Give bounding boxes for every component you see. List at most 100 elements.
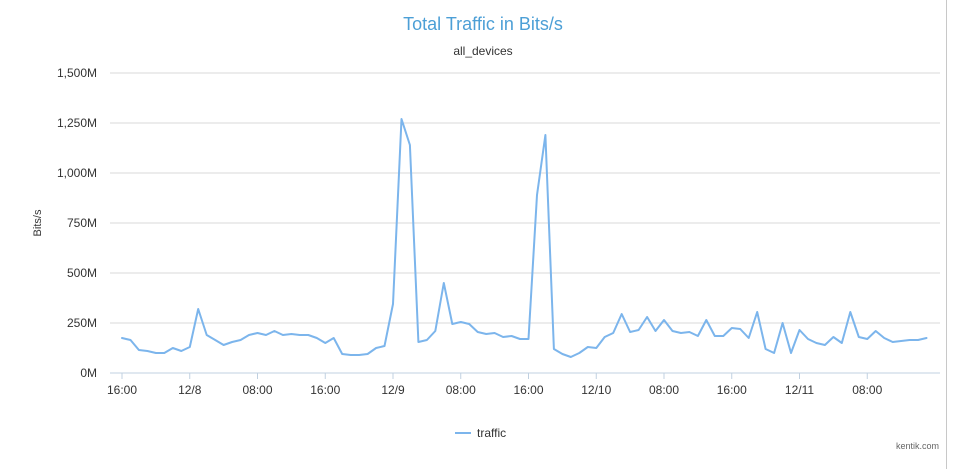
data-point[interactable] [677,329,685,337]
data-point[interactable] [668,327,676,335]
data-point[interactable] [558,350,566,358]
data-point[interactable] [550,345,558,353]
data-point[interactable] [364,350,372,358]
data-point[interactable] [330,334,338,342]
data-point[interactable] [787,349,795,357]
data-point[interactable] [923,334,931,342]
data-point[interactable] [855,333,863,341]
data-point[interactable] [254,329,262,337]
data-point[interactable] [143,347,151,355]
data-point[interactable] [355,351,363,359]
data-point[interactable] [575,349,583,357]
data-point[interactable] [702,316,710,324]
data-point[interactable] [440,279,448,287]
data-point[interactable] [126,336,134,344]
data-point[interactable] [381,342,389,350]
data-point[interactable] [465,320,473,328]
data-point[interactable] [203,331,211,339]
data-point[interactable] [889,338,897,346]
data-point[interactable] [652,327,660,335]
data-point[interactable] [660,316,668,324]
data-point[interactable] [635,326,643,334]
data-point[interactable] [736,325,744,333]
data-point[interactable] [135,346,143,354]
data-point[interactable] [313,334,321,342]
data-point[interactable] [880,334,888,342]
data-point[interactable] [796,326,804,334]
data-point[interactable] [338,350,346,358]
data-point[interactable] [711,332,719,340]
data-point[interactable] [220,341,228,349]
data-point[interactable] [601,333,609,341]
data-point[interactable] [728,324,736,332]
data-point[interactable] [516,335,524,343]
data-point[interactable] [533,191,541,199]
data-point[interactable] [169,344,177,352]
data-point[interactable] [592,344,600,352]
data-point[interactable] [609,329,617,337]
data-point[interactable] [770,349,778,357]
data-point[interactable] [525,335,533,343]
data-point[interactable] [457,318,465,326]
data-point[interactable] [618,310,626,318]
data-point[interactable] [897,337,905,345]
data-point[interactable] [347,351,355,359]
data-point[interactable] [762,345,770,353]
data-point[interactable] [821,341,829,349]
data-point[interactable] [279,331,287,339]
data-point[interactable] [872,327,880,335]
data-point[interactable] [567,353,575,361]
credit-link[interactable]: kentik.com [896,441,939,451]
data-point[interactable] [228,338,236,346]
data-point[interactable] [423,336,431,344]
data-point[interactable] [482,330,490,338]
data-point[interactable] [186,343,194,351]
data-point[interactable] [804,335,812,343]
data-point[interactable] [499,333,507,341]
data-point[interactable] [389,300,397,308]
data-point[interactable] [397,115,405,123]
data-point[interactable] [177,347,185,355]
data-point[interactable] [906,336,914,344]
data-point[interactable] [541,131,549,139]
data-point[interactable] [584,343,592,351]
legend[interactable]: traffic [455,426,506,440]
data-point[interactable] [694,332,702,340]
data-point[interactable] [838,339,846,347]
data-point[interactable] [863,335,871,343]
data-point[interactable] [846,308,854,316]
legend-label-traffic[interactable]: traffic [477,426,506,440]
data-point[interactable] [508,332,516,340]
data-point[interactable] [626,328,634,336]
data-point[interactable] [812,339,820,347]
data-point[interactable] [160,349,168,357]
data-point[interactable] [431,327,439,335]
data-point[interactable] [296,331,304,339]
data-point[interactable] [262,331,270,339]
data-point[interactable] [152,349,160,357]
data-point[interactable] [245,331,253,339]
data-point[interactable] [753,308,761,316]
data-point[interactable] [287,330,295,338]
data-point[interactable] [118,334,126,342]
data-point[interactable] [914,336,922,344]
data-point[interactable] [237,336,245,344]
data-point[interactable] [414,338,422,346]
data-point[interactable] [194,305,202,313]
data-point[interactable] [685,328,693,336]
data-point[interactable] [474,328,482,336]
series-line-traffic[interactable] [121,118,928,358]
data-point[interactable] [372,344,380,352]
data-point[interactable] [304,331,312,339]
data-point[interactable] [719,332,727,340]
data-point[interactable] [321,339,329,347]
data-point[interactable] [406,141,414,149]
data-point[interactable] [829,333,837,341]
data-point[interactable] [270,327,278,335]
data-point[interactable] [745,334,753,342]
data-point[interactable] [643,313,651,321]
data-point[interactable] [779,319,787,327]
data-point[interactable] [491,329,499,337]
data-point[interactable] [211,336,219,344]
data-point[interactable] [448,320,456,328]
